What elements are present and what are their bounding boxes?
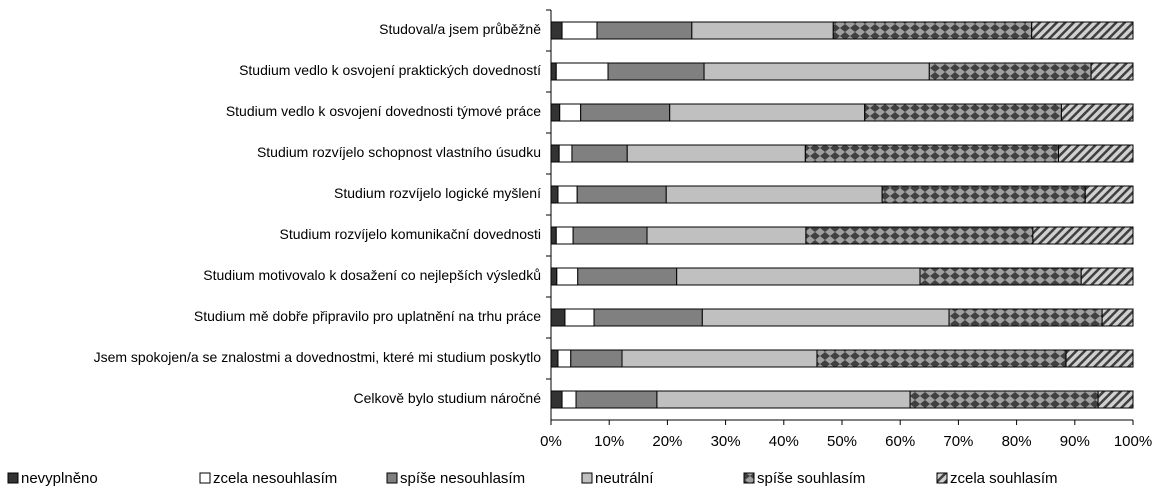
bar-segment: [676, 267, 921, 286]
bar-segment: [555, 62, 609, 81]
x-tick-label: 50%: [827, 433, 857, 450]
bar-segment: [864, 103, 1062, 122]
bar-segment: [561, 21, 598, 40]
x-tick-label: 80%: [1002, 433, 1032, 450]
bar-segment: [948, 308, 1103, 327]
category-label: Studium rozvíjelo logické myšlení: [334, 185, 541, 201]
bar-segment: [556, 267, 579, 286]
bar-segment: [576, 185, 667, 204]
bar-segment: [816, 349, 1067, 368]
bar-segment: [557, 349, 572, 368]
bar-segment: [550, 349, 559, 368]
category-label: Studium vedlo k osvojení dovednosti týmo…: [226, 103, 541, 119]
legend-label: nevyplněno: [21, 470, 98, 487]
legend-swatch: [7, 472, 19, 484]
bar-segment: [607, 62, 705, 81]
bar-segment: [805, 226, 1034, 245]
x-tick-label: 30%: [711, 433, 741, 450]
x-tick-label: 100%: [1114, 433, 1152, 450]
category-label: Studium vedlo k osvojení praktických dov…: [239, 62, 541, 78]
bar-segment: [575, 390, 658, 409]
bar-segment: [1080, 267, 1134, 286]
category-label: Studium motivovalo k dosažení co nejlepš…: [203, 267, 541, 283]
bar-segment: [550, 185, 559, 204]
legend-label: zcela nesouhlasím: [213, 470, 337, 487]
legend-swatch: [743, 472, 755, 484]
bar-segment: [1058, 144, 1134, 163]
bar-segment: [1097, 390, 1134, 409]
legend-swatch: [936, 472, 948, 484]
bar-segment: [550, 144, 560, 163]
legend-swatch: [199, 472, 211, 484]
bar-segment: [561, 390, 577, 409]
x-tick-label: 20%: [652, 433, 682, 450]
bar-segment: [580, 103, 671, 122]
bar-segment: [564, 308, 595, 327]
bar-segment: [550, 308, 566, 327]
bar-segment: [665, 185, 883, 204]
category-label: Celkově bylo studium náročné: [353, 390, 541, 406]
legend-label: spíše nesouhlasím: [400, 470, 525, 487]
category-label: Studium mě dobře připravilo pro uplatněn…: [194, 308, 541, 324]
bar-segment: [909, 390, 1099, 409]
bar-segment: [1090, 62, 1134, 81]
legend-swatch: [581, 472, 593, 484]
bar-segment: [669, 103, 866, 122]
bar-segment: [550, 390, 563, 409]
bar-segment: [701, 308, 950, 327]
bar-segment: [550, 21, 563, 40]
bar-segment: [593, 308, 703, 327]
x-tick-label: 10%: [594, 433, 624, 450]
x-tick-label: 60%: [885, 433, 915, 450]
bar-segment: [550, 226, 557, 245]
category-label: Jsem spokojen/a se znalostmi a dovednost…: [94, 349, 542, 365]
bar-segment: [550, 267, 558, 286]
bar-segment: [881, 185, 1086, 204]
bar-segment: [832, 21, 1033, 40]
bar-segment: [555, 226, 574, 245]
bar-segment: [570, 349, 623, 368]
category-label: Studium rozvíjelo komunikační dovednosti: [280, 226, 541, 242]
category-label: Studoval/a jsem průběžně: [379, 21, 541, 37]
bar-segment: [1084, 185, 1134, 204]
bar-segment: [559, 103, 582, 122]
category-label: Studium rozvíjelo schopnost vlastního ús…: [257, 144, 541, 160]
x-tick-label: 40%: [769, 433, 799, 450]
bar-segment: [558, 144, 573, 163]
bar-segment: [621, 349, 818, 368]
legend-label: spíše souhlasím: [757, 470, 865, 487]
bar-segment: [626, 144, 806, 163]
bar-segment: [646, 226, 807, 245]
bar-segment: [1060, 103, 1134, 122]
x-tick-label: 90%: [1060, 433, 1090, 450]
bar-segment: [596, 21, 693, 40]
bar-segment: [572, 226, 648, 245]
bar-segment: [577, 267, 678, 286]
bar-segment: [571, 144, 628, 163]
bar-segment: [656, 390, 911, 409]
legend-swatch: [386, 472, 398, 484]
bar-segment: [1032, 226, 1134, 245]
x-tick-label: 70%: [943, 433, 973, 450]
bar-segment: [1101, 308, 1134, 327]
bar-segment: [550, 62, 557, 81]
legend-label: neutrální: [595, 470, 654, 487]
bar-segment: [1031, 21, 1134, 40]
bar-segment: [928, 62, 1092, 81]
x-tick-label: 0%: [540, 433, 562, 450]
bar-segment: [691, 21, 834, 40]
bar-segment: [804, 144, 1060, 163]
legend-label: zcela souhlasím: [950, 470, 1058, 487]
bar-segment: [919, 267, 1082, 286]
bar-segment: [703, 62, 930, 81]
bar-segment: [557, 185, 578, 204]
bar-segment: [550, 103, 561, 122]
bar-segment: [1065, 349, 1134, 368]
